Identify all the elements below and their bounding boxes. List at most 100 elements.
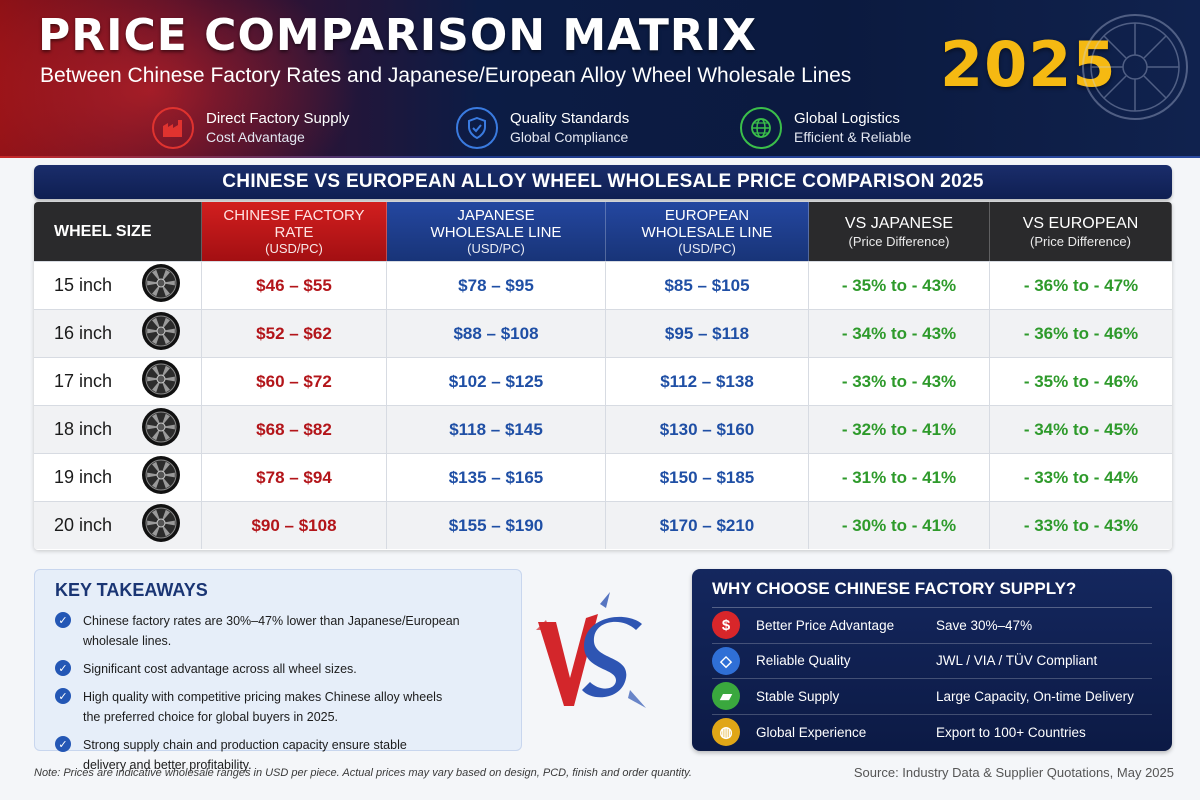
check-icon: ✓ — [55, 688, 71, 704]
cell-european-price: $130 – $160 — [606, 406, 809, 453]
cell-wheel-size: 16 inch — [34, 310, 202, 357]
why-choose-row: ▰ Stable Supply Large Capacity, On-time De… — [712, 679, 1152, 715]
why-choose-row: $ Better Price Advantage Save 30%–47% — [712, 608, 1152, 644]
cell-vs-japanese: - 35% to - 43% — [809, 262, 990, 309]
table-body: 15 inch $46 – $55 $78 – $95 $85 – $105- 35%… — [34, 261, 1172, 549]
header-line: RATE — [274, 223, 314, 241]
why-choose-row: ◇ Reliable Quality JWL / VIA / TÜV Complia… — [712, 644, 1152, 679]
column-header-vs-european: VS EUROPEAN (Price Difference) — [990, 202, 1172, 261]
cell-european-price: $150 – $185 — [606, 454, 809, 501]
header-line: WHOLESALE LINE — [641, 223, 773, 241]
cell-vs-european: - 33% to - 44% — [1023, 467, 1139, 487]
column-header-european: EUROPEAN WHOLESALE LINE (USD/PC) — [606, 202, 809, 261]
feature-title: Quality Standards — [510, 110, 630, 127]
takeaway-line: delivery and better profitability. — [83, 758, 252, 772]
cell-japanese-price: $102 – $125 — [387, 358, 606, 405]
check-icon: ✓ — [55, 660, 71, 676]
cell-vs-japanese: - 33% to - 43% — [809, 358, 990, 405]
takeaways-title: KEY TAKEAWAYS — [55, 580, 208, 600]
footnote: Note: Prices are indicative wholesale ra… — [34, 767, 692, 779]
cell-chinese-price: $46 – $55 — [202, 262, 387, 309]
header-line: VS JAPANESE — [844, 214, 954, 232]
header-line: VS EUROPEAN — [1022, 214, 1139, 232]
wheel-size-label: 18 inch — [54, 419, 113, 439]
benefit-label: Stable Supply — [756, 688, 840, 704]
cell-european-price: $112 – $138 — [606, 358, 809, 405]
check-icon: ✓ — [55, 736, 71, 752]
wheel-size-label: 17 inch — [54, 371, 113, 391]
takeaway-line: Strong supply chain and production capac… — [83, 738, 407, 752]
feature-title: Global Logistics — [794, 110, 900, 127]
cell-vs-european: - 33% to - 43% — [1023, 515, 1139, 535]
header-banner: PRICE COMPARISON MATRIX Between Chinese … — [0, 0, 1200, 158]
column-header-japanese: JAPANESE WHOLESALE LINE (USD/PC) — [387, 202, 606, 261]
cell-european-price: $85 – $105 — [606, 262, 809, 309]
header-caption: (Price Difference) — [848, 233, 950, 249]
price-comparison-table: WHEEL SIZE CHINESE FACTORY RATE (USD/PC)… — [34, 202, 1172, 550]
table-row: 18 inch $68 – $82 $118 – $145 $130 – $160- … — [34, 405, 1172, 453]
header-unit: (USD/PC) — [467, 240, 525, 256]
dollar-icon: $ — [712, 611, 740, 640]
why-choose-panel: WHY CHOOSE CHINESE FACTORY SUPPLY? $ Bett… — [692, 569, 1172, 751]
cell-european-price: $170 – $210 — [606, 502, 809, 549]
factory-icon — [152, 107, 194, 149]
header-line: JAPANESE — [457, 206, 535, 224]
table-row: 17 inch $60 – $72 $102 – $125 $112 – $138- … — [34, 357, 1172, 405]
cell-japanese-price: $155 – $190 — [387, 502, 606, 549]
why-choose-title: WHY CHOOSE CHINESE FACTORY SUPPLY? — [712, 579, 1152, 608]
cell-wheel-size: 18 inch — [34, 406, 202, 453]
truck-icon: ▰ — [712, 682, 740, 711]
cell-wheel-size: 19 inch — [34, 454, 202, 501]
cell-chinese-price: $90 – $108 — [202, 502, 387, 549]
column-header-vs-japanese: VS JAPANESE (Price Difference) — [809, 202, 990, 261]
header-line: EUROPEAN — [664, 206, 750, 224]
cell-vs-japanese: - 31% to - 41% — [809, 454, 990, 501]
benefit-value: Save 30%–47% — [936, 617, 1033, 633]
alloy-wheel-icon — [141, 263, 181, 308]
cell-vs-european: - 35% to - 46% — [1023, 371, 1139, 391]
cell-japanese-price: $78 – $95 — [387, 262, 606, 309]
alloy-wheel-icon — [141, 311, 181, 356]
wheel-size-label: 16 inch — [54, 323, 113, 343]
key-takeaways-panel: KEY TAKEAWAYS ✓ Chinese factory rates are… — [34, 569, 522, 772]
feature-global-logistics: Global Logistics Efficient & Reliable — [740, 106, 911, 150]
benefit-label: Reliable Quality — [756, 653, 851, 669]
feature-caption: Efficient & Reliable — [794, 129, 912, 145]
cell-european-price: $95 – $118 — [606, 310, 809, 357]
alloy-wheel-icon — [141, 503, 181, 548]
takeaway-line: the preferred choice for global buyers i… — [83, 710, 339, 724]
takeaway-item: ✓ Chinese factory rates are 30%–47% lower… — [55, 611, 501, 651]
cell-japanese-price: $135 – $165 — [387, 454, 606, 501]
diamond-icon: ◇ — [712, 646, 740, 675]
takeaway-text: Strong supply chain and production capac… — [83, 735, 407, 775]
cell-chinese-price: $78 – $94 — [202, 454, 387, 501]
section-banner: CHINESE VS EUROPEAN ALLOY WHEEL WHOLESAL… — [34, 165, 1172, 199]
why-choose-list: $ Better Price Advantage Save 30%–47% ◇ Reli… — [712, 608, 1152, 750]
takeaway-item: ✓ Significant cost advantage across all w… — [55, 659, 501, 679]
cell-vs-japanese: - 32% to - 41% — [809, 406, 990, 453]
why-choose-row: ◍ Global Experience Export to 100+ Countri… — [712, 715, 1152, 751]
header-unit: (USD/PC) — [678, 240, 736, 256]
benefit-label: Better Price Advantage — [756, 617, 895, 633]
cell-wheel-size: 20 inch — [34, 502, 202, 549]
header-caption: (Price Difference) — [1030, 233, 1131, 249]
benefit-value: Large Capacity, On-time Delivery — [936, 688, 1134, 704]
wheel-size-label: 15 inch — [54, 275, 113, 295]
benefit-label: Global Experience — [756, 724, 867, 740]
feature-factory-supply: Direct Factory Supply Cost Advantage — [152, 106, 349, 150]
takeaway-item: ✓ High quality with competitive pricing m… — [55, 687, 501, 727]
alloy-wheel-icon — [141, 359, 181, 404]
takeaway-item: ✓ Strong supply chain and production capa… — [55, 735, 501, 775]
feature-quality-standards: Quality Standards Global Compliance — [456, 106, 629, 150]
cell-vs-japanese: - 34% to - 43% — [809, 310, 990, 357]
table-row: 15 inch $46 – $55 $78 – $95 $85 – $105- 35%… — [34, 261, 1172, 309]
source-credit: Source: Industry Data & Supplier Quotati… — [853, 765, 1174, 780]
cell-chinese-price: $60 – $72 — [202, 358, 387, 405]
feature-caption: Global Compliance — [510, 129, 629, 145]
benefit-value: Export to 100+ Countries — [936, 724, 1086, 740]
year-badge: 2025 — [940, 28, 1117, 101]
globe-icon — [740, 107, 782, 149]
takeaway-line: High quality with competitive pricing ma… — [83, 690, 443, 704]
table-header: WHEEL SIZE CHINESE FACTORY RATE (USD/PC)… — [34, 202, 1172, 261]
takeaway-line: Significant cost advantage across all wh… — [83, 662, 357, 676]
